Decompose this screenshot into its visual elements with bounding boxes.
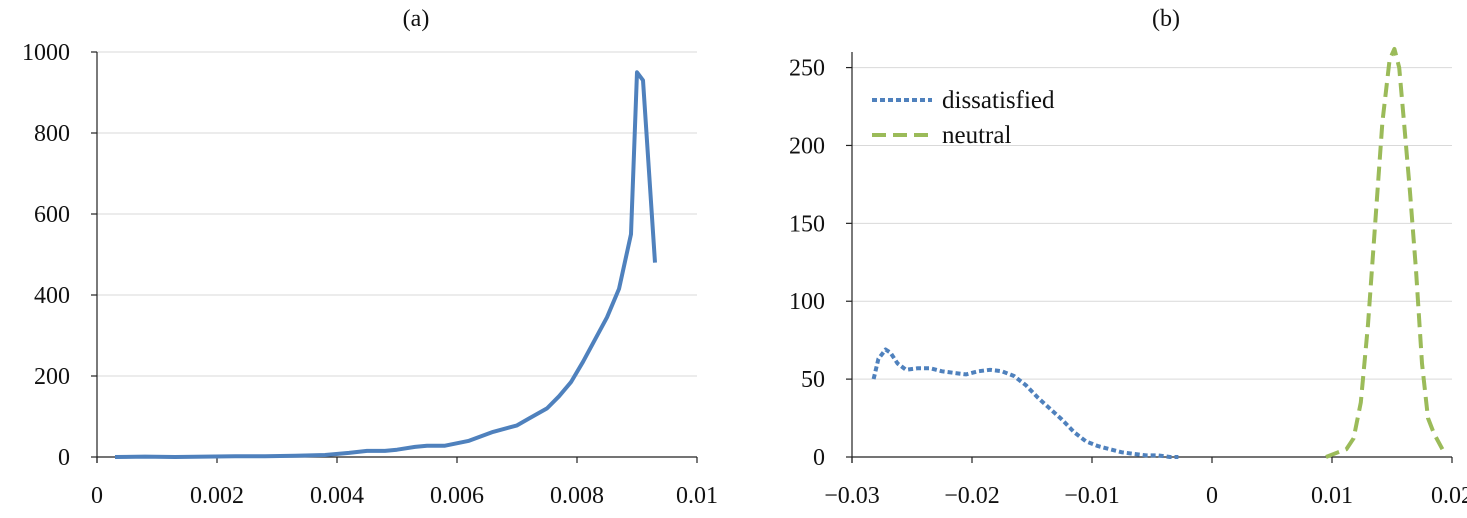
y-tick-label: 100	[789, 289, 825, 315]
x-tick-label: 0.01	[1311, 483, 1353, 509]
x-tick-label: −0.03	[824, 483, 880, 509]
x-tick-label: 0.006	[430, 483, 484, 509]
legend-label-dissatisfied: dissatisfied	[942, 87, 1055, 114]
panel-title-a: (a)	[403, 6, 430, 32]
series-line-neutral	[1325, 46, 1445, 459]
x-tick-label: 0.02	[1431, 483, 1467, 509]
y-tick-label: 1000	[22, 40, 70, 66]
x-tick-label: 0.01	[676, 483, 718, 509]
x-tick-label: 0	[91, 483, 103, 509]
y-tick-label: 0	[58, 445, 70, 471]
y-tick-label: 600	[34, 202, 70, 228]
x-tick-label: 0	[1206, 483, 1218, 509]
series-line-panel-a	[114, 70, 657, 459]
legend-label-neutral: neutral	[942, 122, 1011, 149]
x-tick-label: 0.004	[310, 483, 364, 509]
panel-b: (b) 0 50 100 150 200 250 −0.03 −0.02 −0.01 0 0.01 0.…	[789, 6, 1467, 509]
series-line-dissatisfied	[871, 347, 1179, 459]
y-tick-label: 150	[789, 211, 825, 237]
x-tick-label: −0.02	[944, 483, 1000, 509]
x-tick-label: 0.002	[190, 483, 244, 509]
y-tick-label: 200	[789, 133, 825, 159]
x-tick-label: 0.008	[550, 483, 604, 509]
panel-a: (a) 0 200 400 600 800 1000 0 0.002 0.004 0.006 0.00…	[22, 6, 718, 509]
y-tick-label: 250	[789, 56, 825, 82]
y-tick-label: 50	[801, 367, 825, 393]
y-tick-label: 400	[34, 283, 70, 309]
y-tick-label: 200	[34, 364, 70, 390]
x-tick-label: −0.01	[1064, 483, 1120, 509]
panel-title-b: (b)	[1152, 6, 1180, 32]
y-tick-label: 0	[813, 445, 825, 471]
y-tick-label: 800	[34, 121, 70, 147]
